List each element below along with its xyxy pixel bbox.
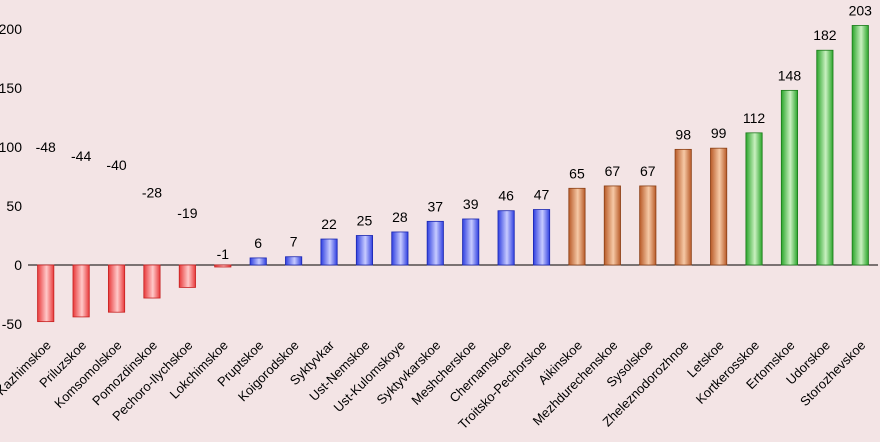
data-label: -48 bbox=[36, 139, 56, 155]
data-label: 28 bbox=[392, 209, 408, 225]
y-tick-label: 200 bbox=[0, 21, 22, 37]
data-label: 182 bbox=[813, 27, 837, 43]
y-tick-label: 150 bbox=[0, 80, 22, 96]
bar bbox=[568, 187, 586, 266]
bar bbox=[532, 209, 551, 266]
data-label: -40 bbox=[106, 157, 126, 173]
y-tick-label: 50 bbox=[6, 198, 22, 214]
data-label: 65 bbox=[569, 165, 585, 181]
bar bbox=[143, 264, 161, 299]
y-tick-label: 100 bbox=[0, 139, 22, 155]
bar bbox=[639, 185, 657, 266]
bar bbox=[497, 210, 515, 266]
bar bbox=[37, 264, 55, 323]
data-label: 148 bbox=[778, 67, 802, 83]
bar bbox=[391, 231, 409, 266]
bar bbox=[426, 220, 444, 266]
bar bbox=[320, 238, 338, 266]
y-tick-label: -50 bbox=[2, 316, 22, 332]
data-label: 67 bbox=[640, 163, 656, 179]
data-label: 6 bbox=[254, 235, 262, 251]
bar bbox=[603, 185, 621, 266]
data-label: 67 bbox=[605, 163, 621, 179]
data-label: 47 bbox=[534, 187, 550, 203]
data-label: 25 bbox=[357, 213, 373, 229]
data-label: 37 bbox=[428, 198, 444, 214]
bar bbox=[285, 256, 303, 266]
bar bbox=[214, 264, 232, 268]
data-label: -44 bbox=[71, 148, 91, 164]
data-label: 22 bbox=[321, 216, 337, 232]
data-label: -28 bbox=[142, 185, 162, 201]
bar bbox=[72, 264, 90, 318]
data-label: -1 bbox=[217, 246, 230, 262]
bar bbox=[710, 147, 728, 266]
bar bbox=[780, 89, 799, 266]
data-label: 203 bbox=[849, 2, 873, 18]
data-label: 112 bbox=[743, 110, 766, 126]
data-label: -19 bbox=[177, 205, 197, 221]
y-tick-label: 0 bbox=[14, 257, 22, 273]
bar bbox=[816, 49, 834, 266]
bar bbox=[462, 218, 480, 266]
data-label: 98 bbox=[675, 126, 691, 142]
bar bbox=[851, 25, 869, 266]
bar bbox=[355, 235, 374, 266]
data-label: 7 bbox=[290, 234, 298, 250]
bar bbox=[674, 148, 692, 266]
data-label: 46 bbox=[498, 188, 514, 204]
bar bbox=[107, 264, 126, 313]
data-label: 99 bbox=[711, 125, 727, 141]
y-axis-ticks: -50 0 50 100 150 200 bbox=[0, 21, 22, 332]
bar bbox=[745, 132, 763, 266]
bars bbox=[37, 25, 869, 323]
bar bbox=[178, 264, 196, 288]
data-label: 39 bbox=[463, 196, 479, 212]
bar bbox=[249, 257, 267, 266]
